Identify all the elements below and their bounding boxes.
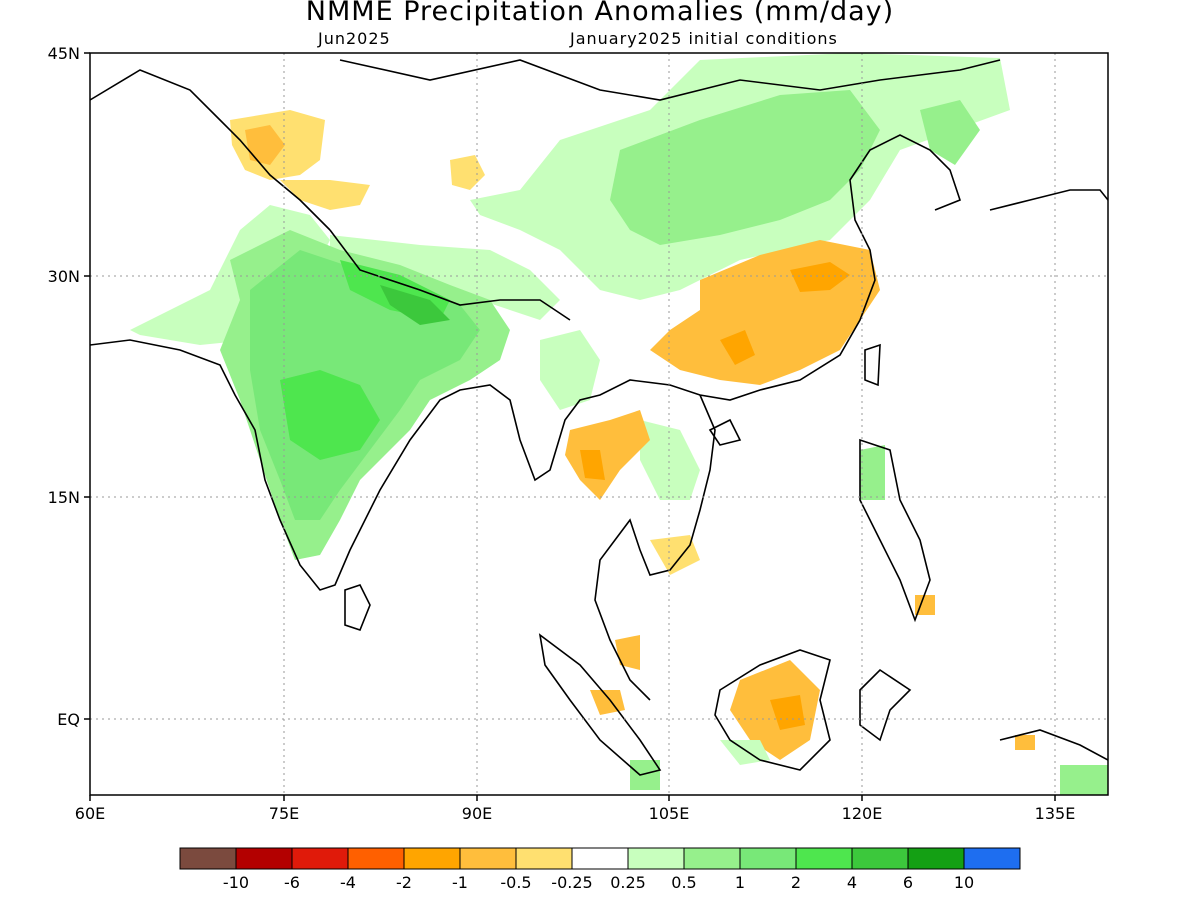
anomaly-region-south-china-core [720,330,755,365]
anomaly-region-philippines [915,595,935,615]
legend-swatch [683,847,741,870]
lon-label: 60E [75,804,105,823]
lon-label: 90E [462,804,492,823]
anomaly-region-philippines-green [860,445,885,500]
coastline-japan [989,189,1108,211]
legend-label: 4 [847,873,857,892]
anomaly-region-myanmar-core [580,450,605,480]
legend-label: -0.25 [551,873,592,892]
anomaly-region-kashmir [280,180,370,210]
coastline-sulawesi [859,668,912,742]
axis-ticks [84,52,1056,801]
legend-swatch [907,847,965,870]
anomaly-region-malaya [615,635,640,670]
legend-swatch [459,847,517,870]
color-legend-labels: -10 -6 -4 -2 -1 -0.5 -0.25 0.25 0.5 1 2 4 6 10 [223,873,974,892]
legend-label: 0.25 [610,873,646,892]
anomaly-region-java-green [630,760,660,790]
border-central-asia [90,69,331,231]
legend-swatch [571,847,629,870]
legend-swatch [347,847,405,870]
coastline-hainan [708,418,742,446]
legend-label: -6 [284,873,300,892]
anomaly-region-tibet [330,235,560,320]
anomaly-region-new-guinea-green [1060,765,1108,795]
anomaly-region-india-strong [280,370,380,460]
lon-label: 75E [269,804,299,823]
map-frame [89,52,1109,796]
anomaly-region-yangtze-core [790,262,850,292]
coastlines [90,59,1108,776]
legend-swatch [291,847,349,870]
legend-label: 0.5 [671,873,696,892]
lat-label: EQ [57,710,80,729]
lon-label: 135E [1035,804,1076,823]
graticule [90,53,1108,795]
anomaly-region-china-green [610,90,880,245]
coastline-philippines [859,438,931,623]
legend-label: -10 [223,873,249,892]
legend-swatch [963,847,1021,870]
lon-label: 105E [649,804,690,823]
lon-label: 120E [842,804,883,823]
anomaly-region-sumatra [590,690,625,715]
anomaly-region-nepal-dark [380,285,450,325]
coastline-new-guinea [999,729,1108,761]
legend-label: -2 [396,873,412,892]
legend-label: 1 [735,873,745,892]
legend-swatch [851,847,909,870]
map-title: NMME Precipitation Anomalies (mm/day) [305,0,895,27]
lon-labels: 60E 75E 90E 105E 120E 135E [75,804,1076,823]
legend-swatch [179,847,237,870]
lat-label: 15N [48,488,80,507]
anomaly-region-indochina-south [640,420,700,500]
legend-swatch [627,847,685,870]
forecast-month: Jun2025 [318,29,391,48]
coastline-sri-lanka [344,584,371,631]
anomaly-region-afghan-orange [245,125,285,165]
legend-label: 6 [903,873,913,892]
legend-swatch [739,847,797,870]
legend-swatch [403,847,461,870]
legend-label: 2 [791,873,801,892]
coastline-indochina [594,394,716,701]
legend-label: -1 [452,873,468,892]
lat-label: 30N [48,267,80,286]
anomaly-region-tarim [450,155,485,190]
legend-label: -0.5 [500,873,531,892]
anomaly-region-indochina-light [540,330,600,410]
legend-swatch [795,847,853,870]
anomaly-region-myanmar [565,410,650,500]
anomaly-region-vietnam-south [650,535,700,575]
lat-labels: 45N 30N 15N EQ [48,44,80,729]
legend-swatch [235,847,293,870]
lat-label: 45N [48,44,80,63]
anomaly-region-borneo-core [770,695,805,730]
anomaly-field [130,53,1108,795]
anomaly-region-new-guinea [1015,735,1035,750]
legend-label: -4 [340,873,356,892]
initial-conditions: January2025 initial conditions [570,29,838,48]
color-legend [179,847,1021,870]
coastline-borneo [714,649,831,771]
anomaly-region-korea-green [920,100,980,165]
border-china-north [339,59,1001,101]
legend-swatch [515,847,573,870]
legend-label: 10 [954,873,974,892]
coastline-sumatra [538,633,662,776]
border-himalaya [329,229,571,321]
coastline-taiwan [864,343,881,387]
coastline-south-asia [90,134,961,591]
